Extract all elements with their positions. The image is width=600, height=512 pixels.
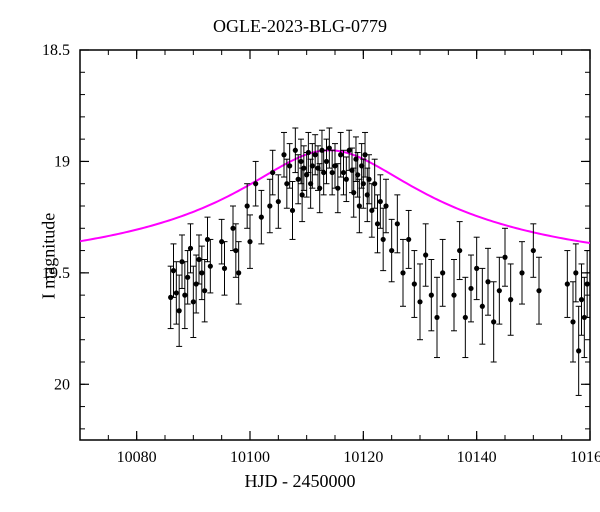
y-tick-label: 19 <box>54 153 70 170</box>
data-point <box>485 279 490 284</box>
data-point <box>576 348 581 353</box>
data-point <box>383 203 388 208</box>
data-point <box>389 248 394 253</box>
data-point <box>208 264 213 269</box>
data-point <box>338 152 343 157</box>
data-point <box>199 270 204 275</box>
data-point <box>463 315 468 320</box>
data-point <box>585 281 590 286</box>
data-point <box>236 270 241 275</box>
chart-container: OGLE-2023-BLG-0779 I magnitude HJD - 245… <box>0 0 600 512</box>
data-point <box>417 299 422 304</box>
data-point <box>457 248 462 253</box>
data-point <box>375 221 380 226</box>
data-point <box>287 163 292 168</box>
data-point <box>335 186 340 191</box>
data-point <box>395 221 400 226</box>
data-point <box>519 270 524 275</box>
data-point <box>313 152 318 157</box>
data-point <box>185 275 190 280</box>
data-point <box>177 308 182 313</box>
data-point <box>281 152 286 157</box>
data-point <box>440 270 445 275</box>
data-point <box>233 248 238 253</box>
data-point <box>344 177 349 182</box>
data-point <box>423 252 428 257</box>
data-point <box>202 288 207 293</box>
data-point <box>290 208 295 213</box>
data-point <box>381 237 386 242</box>
data-point <box>355 172 360 177</box>
data-point <box>191 299 196 304</box>
data-point <box>570 319 575 324</box>
data-point <box>573 270 578 275</box>
data-point <box>222 266 227 271</box>
data-point <box>341 170 346 175</box>
x-tick-label: 10160 <box>570 449 600 466</box>
x-tick-label: 10140 <box>457 449 497 466</box>
data-point <box>270 170 275 175</box>
data-point <box>579 297 584 302</box>
data-point <box>310 163 315 168</box>
data-point <box>196 257 201 262</box>
y-tick-label: 20 <box>54 376 70 393</box>
data-point <box>267 203 272 208</box>
data-point <box>502 255 507 260</box>
data-point <box>253 181 258 186</box>
y-tick-label: 19.5 <box>42 265 70 282</box>
data-point <box>321 170 326 175</box>
data-point <box>296 177 301 182</box>
data-point <box>480 304 485 309</box>
x-tick-label: 10120 <box>343 449 383 466</box>
data-point <box>330 170 335 175</box>
data-point <box>400 270 405 275</box>
data-point <box>508 297 513 302</box>
data-point <box>491 319 496 324</box>
data-point <box>366 177 371 182</box>
data-point <box>351 190 356 195</box>
data-point <box>298 159 303 164</box>
data-point <box>259 215 264 220</box>
data-point <box>361 181 366 186</box>
data-point <box>434 315 439 320</box>
plot-svg: 10080 10100 10120 10140 10160 18.5 19 19.5 20 <box>0 0 600 512</box>
data-point <box>468 286 473 291</box>
data-point <box>324 159 329 164</box>
data-point <box>474 266 479 271</box>
data-point <box>536 288 541 293</box>
data-point <box>245 203 250 208</box>
data-point <box>412 281 417 286</box>
data-point <box>188 246 193 251</box>
data-point <box>497 288 502 293</box>
x-tick-label: 10080 <box>117 449 157 466</box>
data-point <box>276 199 281 204</box>
data-point <box>451 293 456 298</box>
data-point <box>171 268 176 273</box>
data-point <box>565 281 570 286</box>
data-point <box>531 248 536 253</box>
data-point <box>284 181 289 186</box>
data-point <box>301 166 306 171</box>
data-point <box>378 199 383 204</box>
data-point <box>174 290 179 295</box>
x-tick-label: 10100 <box>230 449 270 466</box>
data-point <box>317 186 322 191</box>
data-point <box>293 148 298 153</box>
data-point <box>247 239 252 244</box>
data-point <box>429 293 434 298</box>
data-point <box>306 150 311 155</box>
data-point <box>372 181 377 186</box>
y-tick-label: 18.5 <box>42 42 70 59</box>
data-point <box>230 226 235 231</box>
data-point <box>406 237 411 242</box>
data-point <box>182 293 187 298</box>
